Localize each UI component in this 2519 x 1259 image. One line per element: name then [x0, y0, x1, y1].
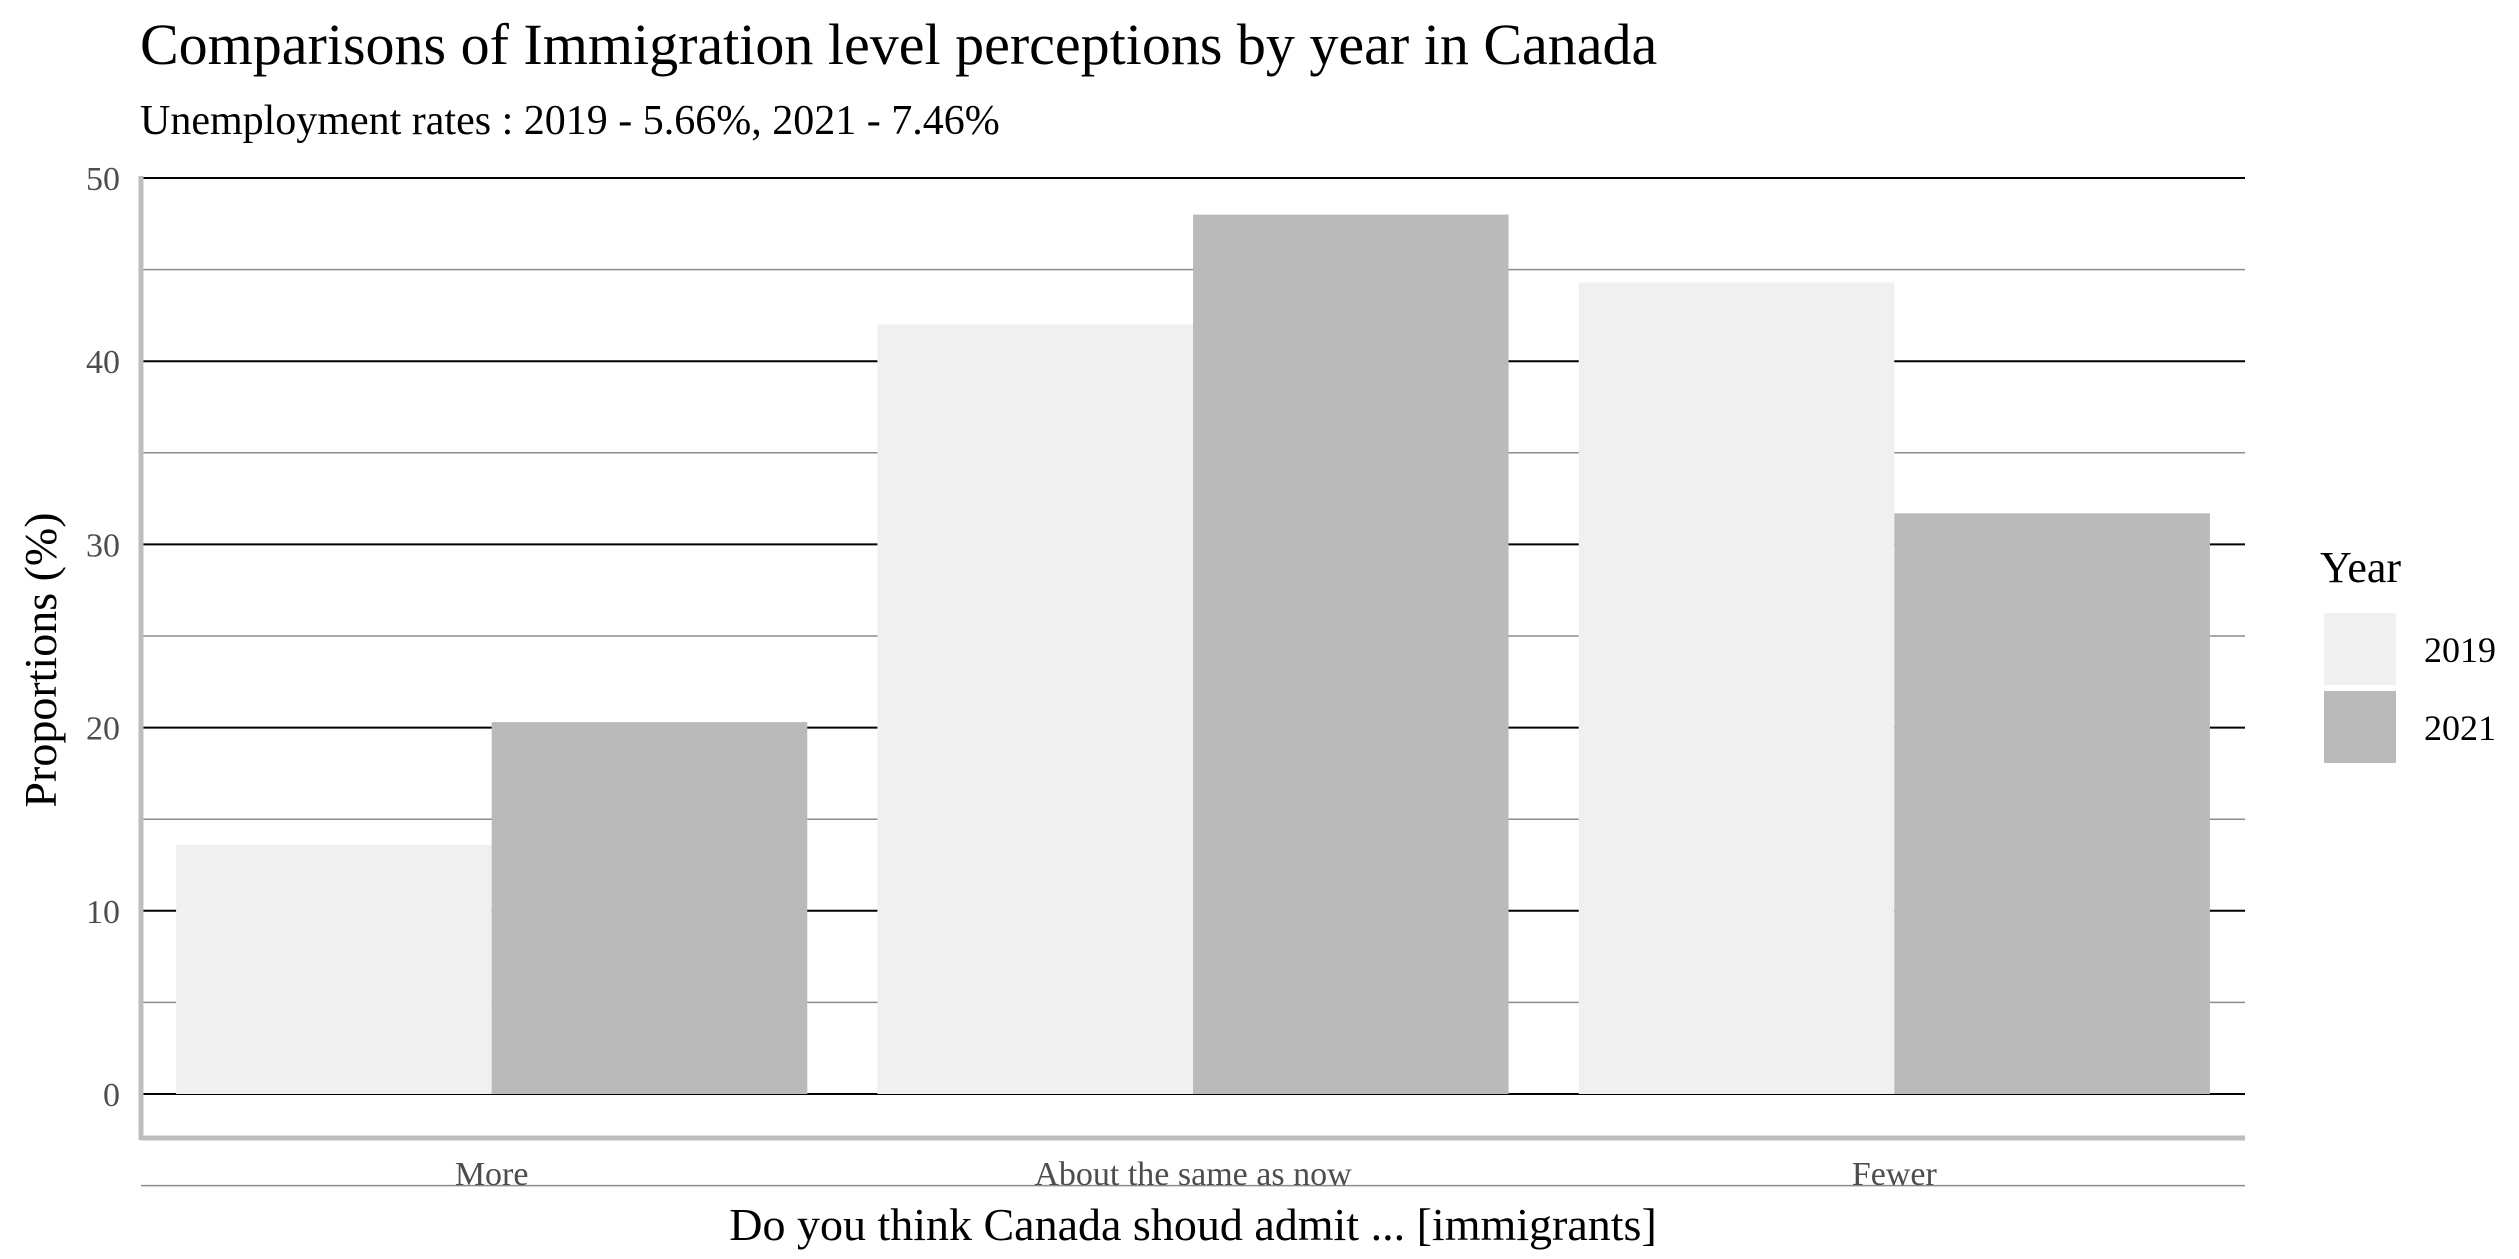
bars	[176, 214, 2210, 1094]
bar-2021-fewer	[1894, 513, 2210, 1094]
bar-2019-about-the-same-as-now	[877, 324, 1193, 1094]
x-tick-label: Fewer	[1852, 1156, 1938, 1193]
x-tick-label: More	[455, 1156, 529, 1193]
y-tick-label: 40	[86, 344, 120, 381]
legend-key-2021	[2324, 691, 2396, 763]
legend-label-2019: 2019	[2424, 630, 2496, 670]
x-tick-labels: More About the same as now Fewer	[455, 1156, 1938, 1193]
y-tick-labels: 0 10 20 30 40 50	[86, 161, 120, 1114]
legend-title: Year	[2320, 543, 2401, 592]
y-tick-label: 20	[86, 711, 120, 748]
x-tick-label: About the same as now	[1034, 1156, 1352, 1193]
y-axis-title: Proportions (%)	[15, 512, 66, 807]
y-tick-label: 0	[103, 1077, 120, 1114]
chart-subtitle: Unemployment rates : 2019 - 5.66%, 2021 …	[140, 98, 1000, 144]
y-tick-label: 10	[86, 894, 120, 931]
x-axis-title: Do you think Canada shoud admit ... [imm…	[729, 1199, 1657, 1250]
chart-title: Comparisons of Immigration level percept…	[140, 12, 1657, 77]
bar-2019-more	[176, 844, 492, 1094]
bar-2019-fewer	[1578, 282, 1895, 1094]
bar-2021-about-the-same-as-now	[1193, 214, 1509, 1094]
legend-key-2019	[2324, 613, 2396, 685]
bar-2021-more	[491, 722, 808, 1094]
legend-label-2021: 2021	[2424, 708, 2496, 748]
y-tick-label: 30	[86, 527, 120, 564]
legend: Year 2019 2021	[2320, 543, 2496, 763]
y-tick-label: 50	[86, 161, 120, 198]
